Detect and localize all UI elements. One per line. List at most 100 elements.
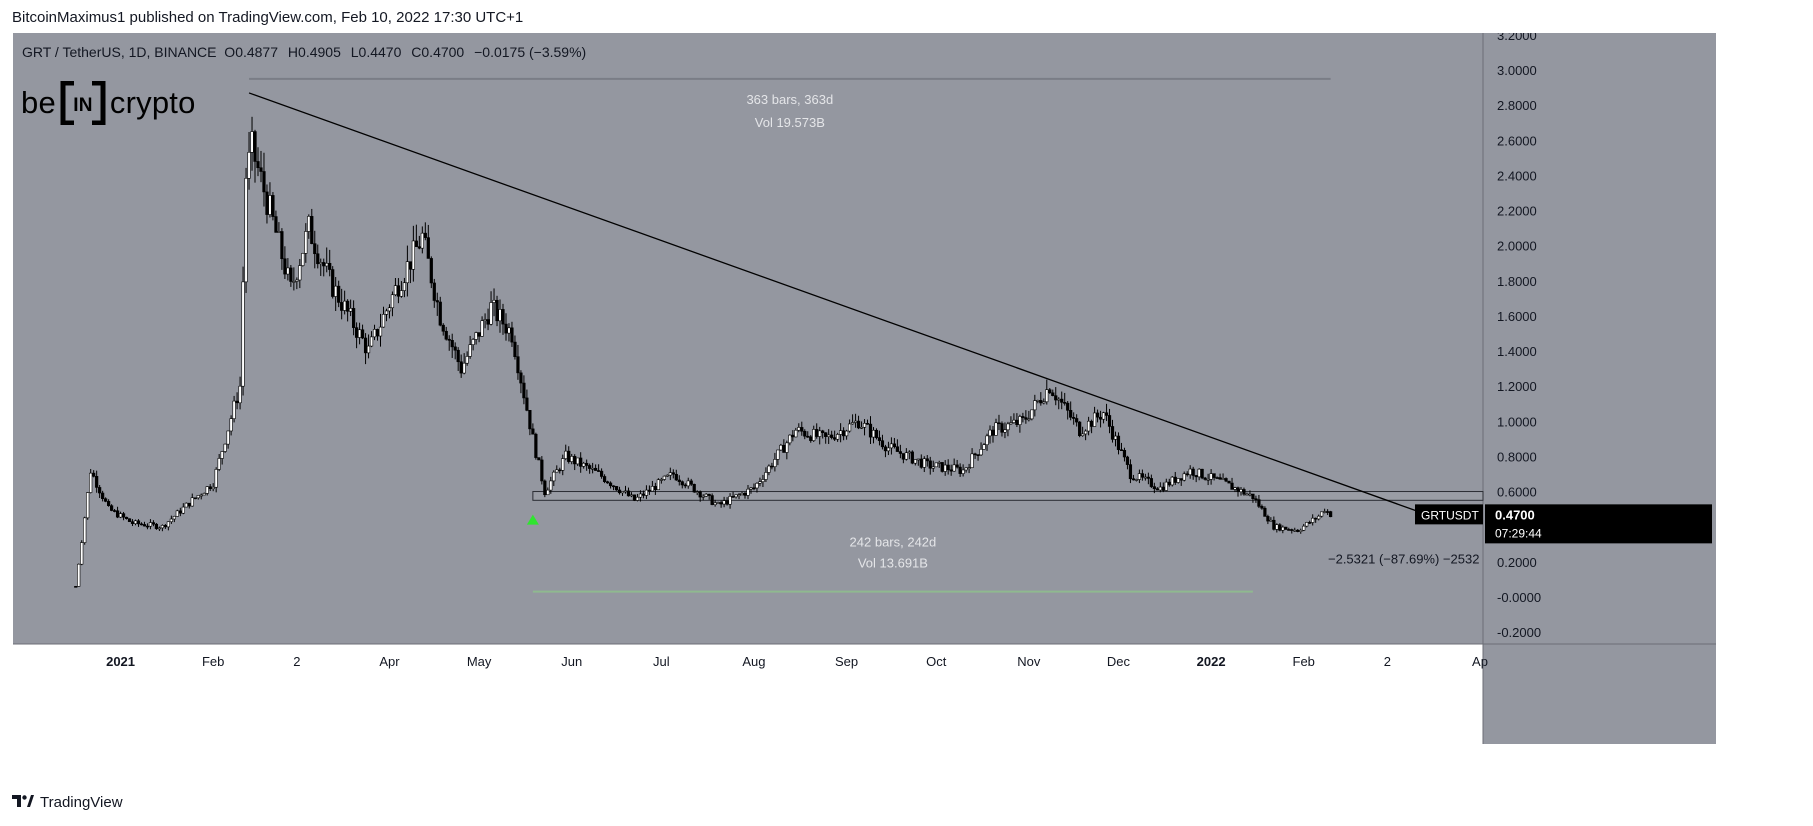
candle-body [1263, 507, 1267, 517]
candle-body [98, 487, 102, 494]
candle-body [614, 486, 619, 491]
candle-body [632, 494, 637, 501]
open-value: 0.4877 [235, 44, 279, 60]
x-tick-label: Oct [926, 654, 947, 669]
candle-body [360, 329, 365, 339]
candle-body [859, 426, 864, 429]
candle-body [316, 253, 320, 265]
candle-body [1230, 482, 1234, 490]
x-tick-label: Jul [653, 654, 670, 669]
candle-body [641, 493, 646, 496]
candle-body [1197, 468, 1201, 478]
candle-body [531, 428, 535, 435]
candle-body [1278, 524, 1282, 531]
candle-body [785, 442, 789, 453]
time-axis-area [13, 644, 1483, 744]
candle-body [343, 300, 347, 311]
symbol-label[interactable]: GRT / TetherUS, 1D, BINANCE [22, 44, 217, 60]
candle-body [716, 502, 720, 504]
plot-area [13, 33, 1483, 644]
y-tick-label: 2.2000 [1497, 204, 1537, 219]
candle-body [955, 464, 959, 468]
candle-body [737, 494, 741, 496]
low-value: 0.4470 [358, 44, 402, 60]
candle-body [1063, 402, 1067, 404]
chart-container[interactable]: 3.2000 3.0000 2.8000 2.6000 2.4000 2.2000 2.00… [13, 33, 1716, 744]
candle-body [247, 152, 251, 179]
candle-body [919, 458, 923, 468]
candle-body [193, 497, 197, 500]
candle-body [223, 443, 227, 452]
candle-body [109, 505, 114, 511]
candle-body [1033, 400, 1037, 411]
candle-body [815, 429, 819, 437]
currency-unit-badge[interactable]: USDT [1726, 41, 1771, 59]
tradingview-footer[interactable]: TradingView [12, 794, 123, 811]
candle-body [680, 481, 684, 486]
x-tick-label: Jun [561, 654, 582, 669]
candle-body [265, 191, 269, 215]
candle-body [519, 372, 523, 384]
price-chart[interactable]: 3.2000 3.0000 2.8000 2.6000 2.4000 2.2000 2.00… [13, 33, 1716, 744]
candle-body [940, 462, 944, 472]
candle-body [871, 429, 876, 438]
candle-body [561, 458, 565, 471]
candle-body [166, 521, 170, 528]
candle-body [728, 496, 732, 505]
candle-body [1122, 450, 1127, 458]
measure-label: −2.5321 (−87.69%) −2532 [1328, 551, 1479, 566]
candle-body [931, 466, 935, 469]
candle-body [1045, 389, 1049, 403]
candle-body [1176, 478, 1180, 483]
candle-body [220, 451, 224, 459]
x-tick-label: 2 [1384, 654, 1391, 669]
candle-body [767, 465, 771, 473]
candle-body [573, 456, 577, 465]
candle-body [1215, 477, 1219, 479]
candle-body [1125, 456, 1130, 465]
candle-body [594, 467, 598, 471]
candle-body [734, 494, 738, 498]
candle-body [414, 240, 418, 247]
candle-body [1039, 400, 1043, 404]
candle-body [656, 479, 660, 491]
candle-body [695, 491, 699, 493]
candle-body [366, 345, 371, 354]
candle-body [217, 458, 221, 470]
candle-body [1066, 402, 1070, 411]
candle-body [121, 513, 126, 518]
candle-body [549, 480, 553, 491]
candle-body [142, 524, 147, 527]
candle-body [644, 489, 649, 496]
candle-body [178, 510, 182, 514]
candle-body [949, 469, 953, 472]
candle-body [925, 458, 929, 462]
candle-body [89, 472, 93, 493]
candle-body [289, 267, 293, 282]
candle-body [1128, 464, 1133, 480]
candle-body [952, 464, 956, 472]
x-tick-label: Nov [1017, 654, 1041, 669]
high-value: 0.4905 [298, 44, 341, 60]
candle-body [797, 427, 801, 431]
price-axis-area [1483, 33, 1716, 744]
candle-body [597, 470, 601, 472]
candle-body [408, 261, 412, 270]
candle-body [895, 446, 899, 452]
candle-body [818, 430, 822, 437]
candle-body [886, 447, 891, 452]
candle-body [898, 451, 902, 454]
candle-body [471, 339, 475, 345]
candle-body [1236, 487, 1240, 493]
candle-body [839, 430, 843, 435]
x-tick-label: Apr [379, 654, 400, 669]
candle-body [280, 231, 284, 260]
candle-body [1116, 435, 1121, 450]
candle-body [163, 525, 167, 528]
candle-body [1260, 506, 1264, 509]
candle-body [626, 490, 631, 497]
open-key: O [224, 44, 236, 60]
candle-body [576, 457, 580, 465]
symbol-tag: GRTUSDT [1421, 508, 1479, 522]
candle-body [187, 502, 191, 507]
